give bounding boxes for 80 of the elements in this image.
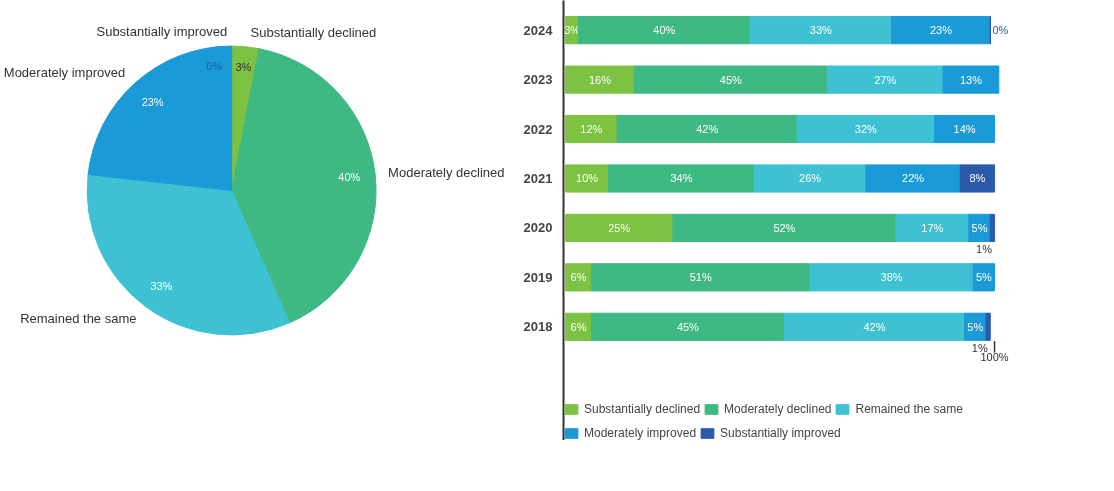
bar [809,263,974,292]
bar [565,164,610,193]
data-label: 34% [670,172,693,185]
bar [565,114,618,144]
data-label: 10% [576,172,599,185]
data-label: 42% [863,320,886,333]
y-tick-label: 2021 [523,170,553,186]
data-label: 1% [971,341,988,354]
y-tick-label: 2022 [523,121,553,137]
legend-label: Substantially improved [720,426,841,440]
text: 0% [206,60,223,73]
data-label: 51% [689,271,712,284]
bar [895,213,970,243]
data-label: 14% [953,123,976,136]
data-label: 52% [773,221,796,234]
y-tick-label: 2023 [523,72,553,88]
data-label: 38% [880,271,903,284]
bar [865,164,961,193]
bar [783,312,966,341]
bar [985,312,991,341]
y-tick-label: 2018 [523,319,553,335]
data-label: 25% [608,221,631,234]
data-label: 6% [570,271,587,284]
data-label: 1% [976,242,993,255]
data-label: 42% [696,123,719,136]
data-label: 40% [338,171,361,184]
bar [796,114,936,144]
bar [578,16,751,45]
data-label: 16% [588,73,612,86]
data-label: 3% [235,60,252,73]
data-label: 27% [874,73,897,86]
bar [590,263,811,292]
slice-label: Moderately declined [388,165,505,181]
bar [972,263,996,292]
legend-label: Moderately improved [584,426,697,440]
data-label: 5% [975,271,992,284]
bar [590,312,785,341]
slice-label: Remained the same [20,310,137,326]
slice-label: Substantially declined [250,24,377,40]
legend-label: Substantially declined [584,402,701,416]
bar [959,164,996,193]
data-label: 45% [676,320,700,333]
slice-label: Moderately improved [3,64,126,80]
data-label: 23% [929,24,953,37]
data-label: 22% [902,172,925,185]
data-label: 6% [570,320,587,333]
bar [633,65,828,94]
bar [749,16,893,45]
data-label: 26% [799,172,822,185]
data-label: 23% [141,96,164,109]
y-tick-label: 2020 [523,220,553,236]
data-label: 12% [580,123,603,136]
bar [565,213,674,243]
bar [565,65,635,94]
bar [891,16,991,45]
legend-label: Remained the same [855,402,963,416]
legend-label: Moderately declined [724,402,832,416]
data-label: 45% [719,73,742,86]
bar [942,65,1000,94]
data-label: 0% [992,24,1009,37]
data-label: 40% [653,24,676,37]
data-label: 5% [971,221,988,234]
y-tick-label: 2024 [523,22,554,38]
bar [989,213,996,243]
data-label: 32% [854,123,878,136]
data-label: 13% [959,73,983,86]
data-label: 33% [150,279,173,292]
bar [608,164,755,193]
data-label: 17% [921,221,944,234]
bar [826,65,944,94]
bar [934,114,996,144]
bar [753,164,867,193]
bar [672,213,897,243]
bar [616,114,798,144]
data-label: 33% [809,24,833,37]
annotation: 100% [980,351,1009,364]
data-label: 5% [967,320,984,333]
data-label: 8% [969,172,986,185]
y-tick-label: 2019 [523,269,553,285]
category-label: Substantially improved [96,24,228,40]
